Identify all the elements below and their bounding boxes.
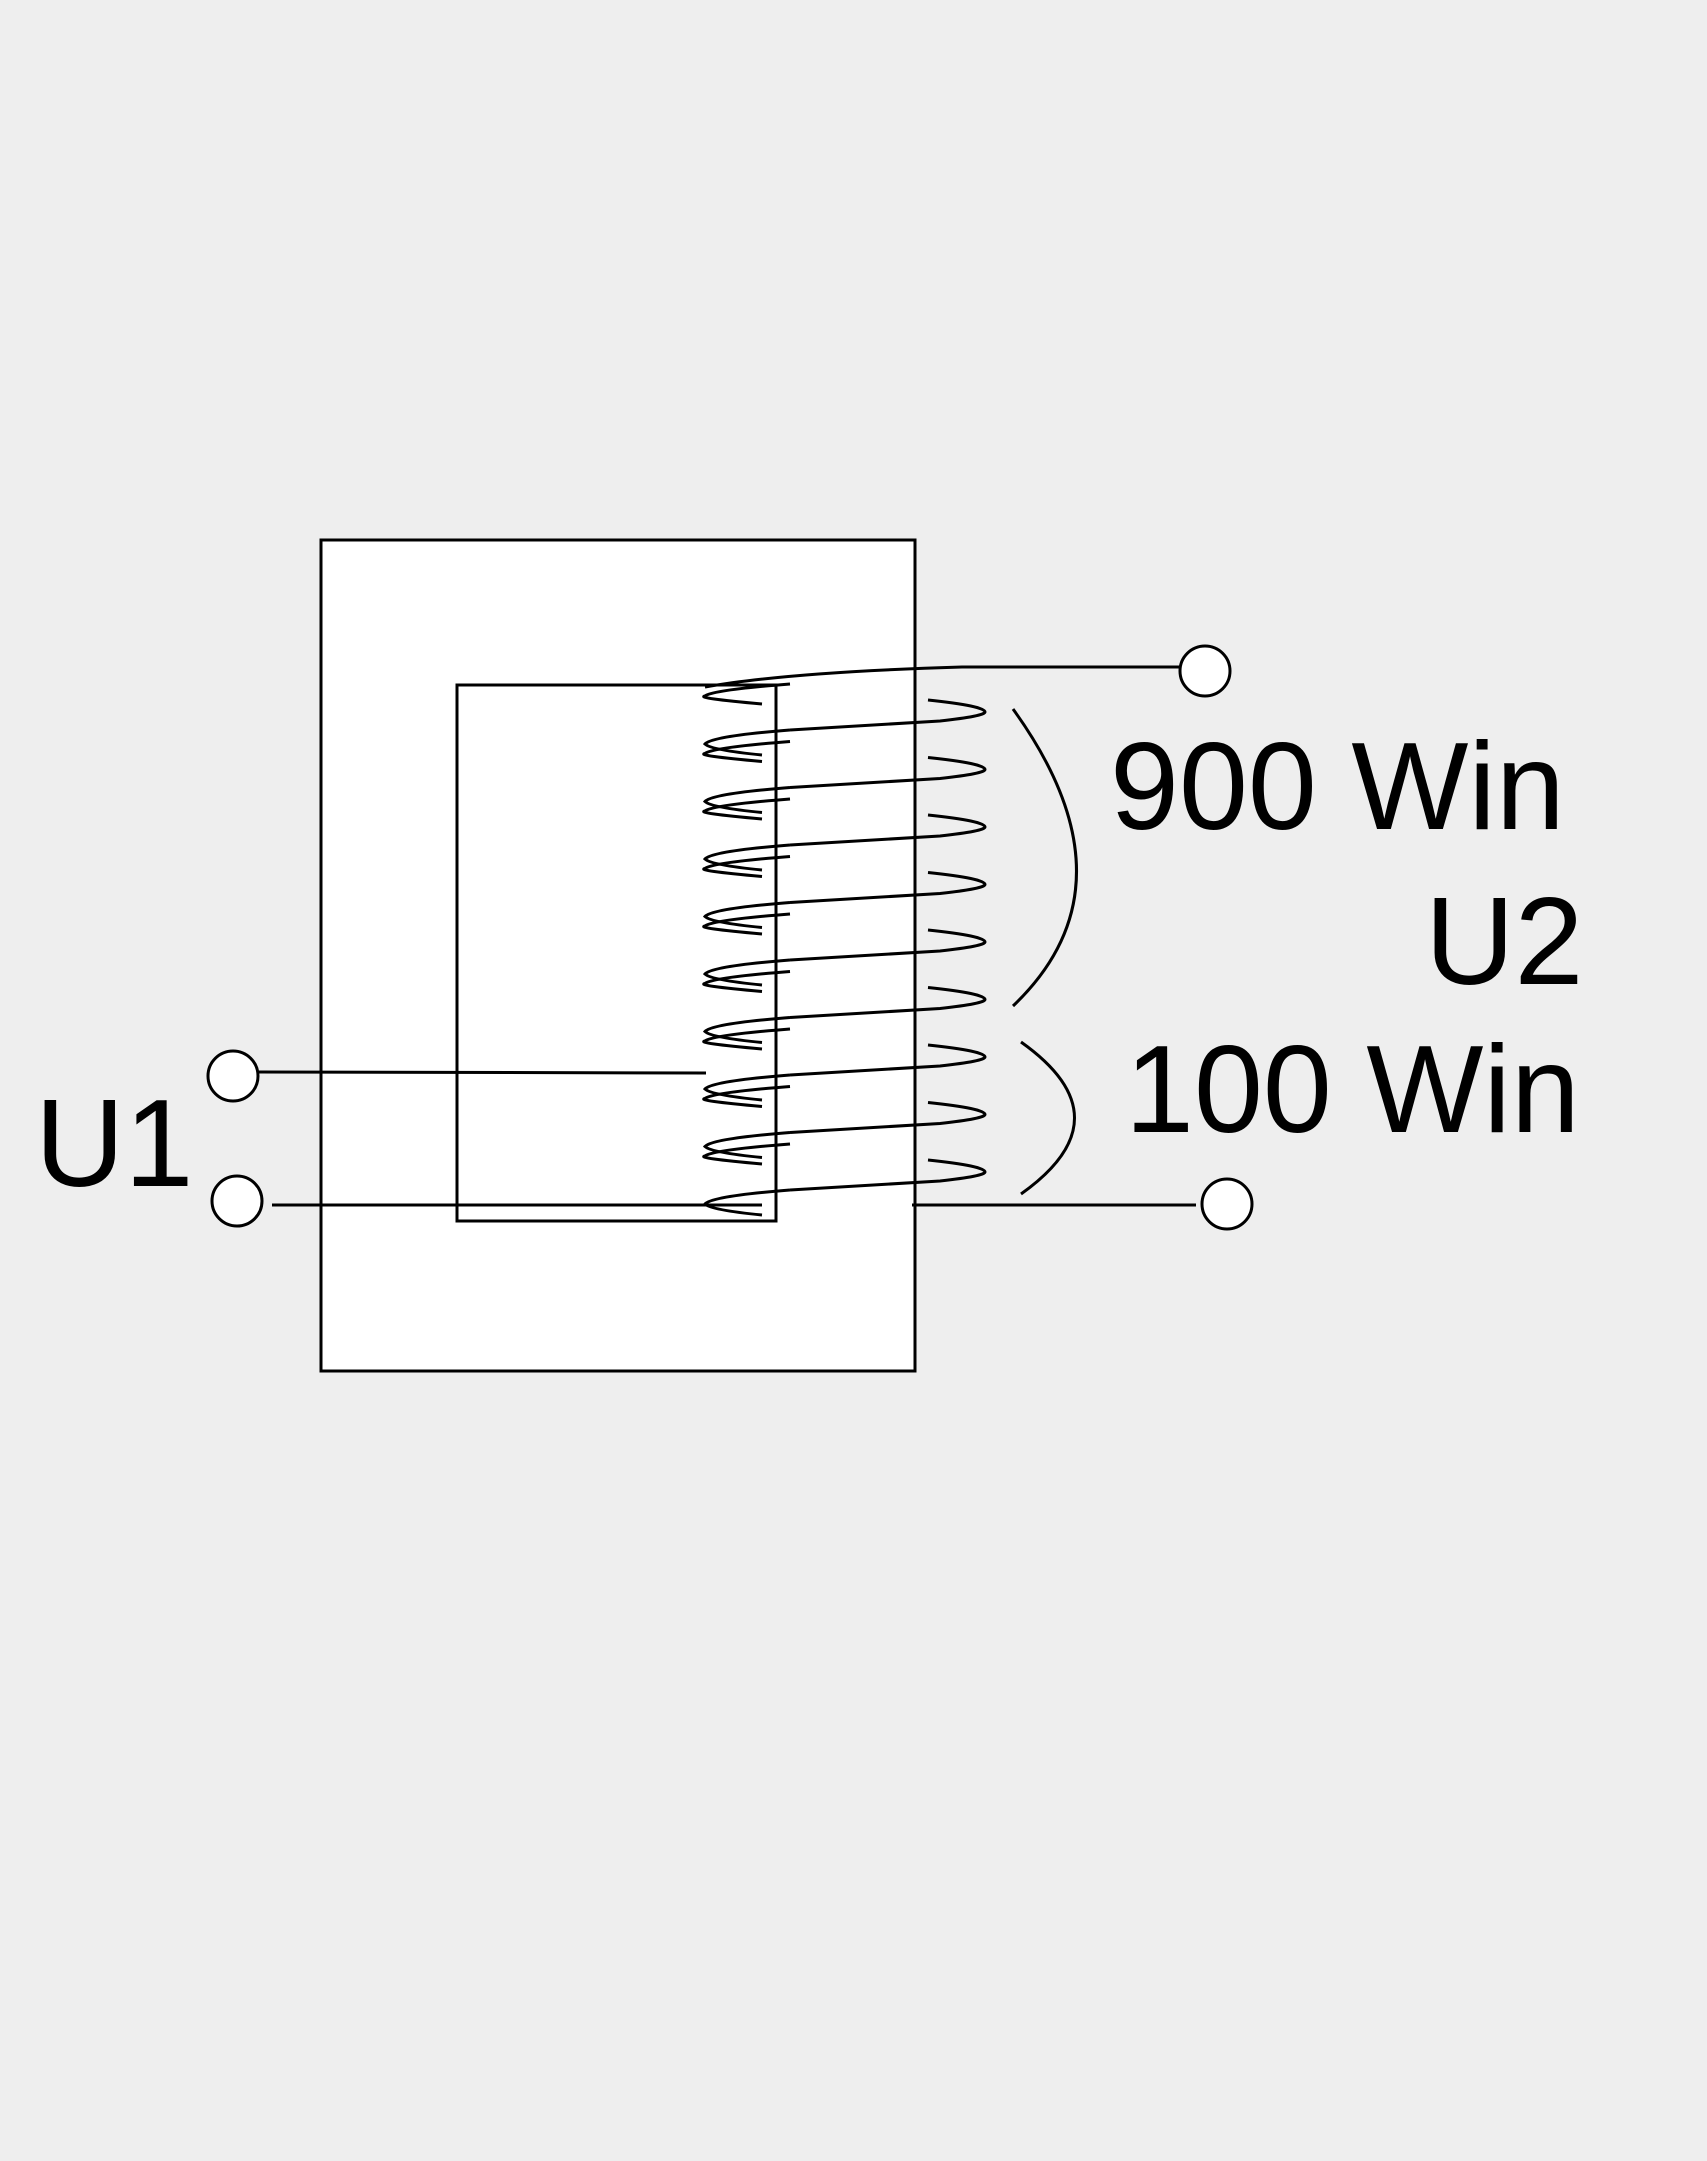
- coil-front-strand: [789, 1158, 987, 1192]
- core-window: [455, 683, 778, 1223]
- coil-loop-left: [702, 1027, 791, 1051]
- primary-terminal-top[interactable]: [206, 1049, 260, 1103]
- coil-front-strand: [789, 756, 987, 789]
- coil-front-strand: [789, 698, 987, 732]
- coil-loop-join: [702, 1016, 791, 1044]
- secondary-voltage-label: U2: [1425, 873, 1584, 1011]
- coil-front-strand: [789, 871, 987, 904]
- coil-loop-left: [702, 970, 791, 993]
- coil-front-strand: [789, 928, 987, 962]
- coil-loop-join: [702, 843, 791, 872]
- coil-loop-join: [702, 1073, 791, 1102]
- upper-winding-brace: [1011, 708, 1078, 1008]
- coil-loop-left: [702, 797, 791, 821]
- coil-front-strand: [789, 813, 987, 847]
- coil-loop-left: [702, 1085, 791, 1108]
- coil-loop-left: [702, 1142, 791, 1166]
- lower-winding-label: 100 Win: [1125, 1021, 1580, 1159]
- upper-winding-label: 900 Win: [1110, 718, 1565, 856]
- coil-front-loops: [702, 682, 987, 1192]
- coil-front-strand: [789, 1043, 987, 1077]
- coil-front-strand: [789, 1101, 987, 1134]
- coil-loop-join: [702, 1131, 791, 1159]
- coil-loop-join: [702, 958, 791, 987]
- secondary-terminal-bottom[interactable]: [1200, 1177, 1254, 1231]
- coil-back-strands: [702, 728, 791, 1217]
- top-lead-wire: [704, 665, 1180, 689]
- coil-loop-join: [702, 728, 791, 757]
- secondary-terminal-top[interactable]: [1178, 644, 1232, 698]
- coil-loop-join: [702, 786, 791, 814]
- primary-voltage-label: U1: [35, 1075, 194, 1213]
- lower-winding-brace: [1020, 1040, 1076, 1196]
- coil-loop-left: [702, 855, 791, 878]
- primary-terminal-bottom[interactable]: [210, 1174, 264, 1228]
- coil-loop-join: [702, 901, 791, 929]
- coil-front-strand: [789, 986, 987, 1019]
- coil-loop-left: [702, 740, 791, 763]
- coil-loop-left: [702, 912, 791, 936]
- coil-loop-left: [702, 682, 791, 706]
- tap-lead-wire: [258, 1070, 707, 1075]
